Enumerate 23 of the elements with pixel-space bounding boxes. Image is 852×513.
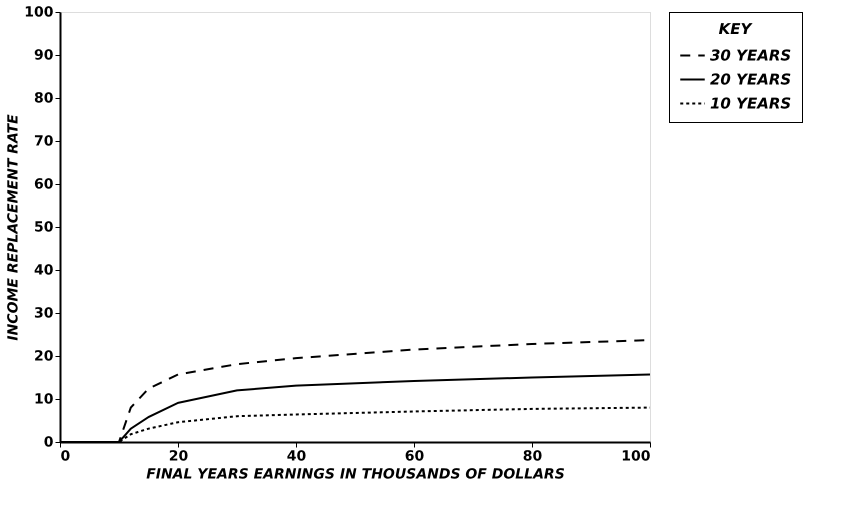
legend-label: 10 YEARS — [710, 94, 792, 112]
x-tick-label: 60 — [404, 448, 424, 464]
y-tick-label: 10 — [34, 392, 54, 408]
y-tick-label: 100 — [24, 4, 54, 20]
legend-label: 20 YEARS — [710, 70, 792, 88]
y-tick-label: 60 — [34, 176, 54, 192]
x-tick-label: 80 — [522, 448, 542, 464]
x-tick-label: 20 — [168, 448, 188, 464]
y-tick-label: 50 — [34, 220, 54, 236]
y-tick-label: 0 — [44, 434, 54, 450]
y-tick-label: 20 — [34, 348, 54, 364]
x-axis-title: FINAL YEARS EARNINGS IN THOUSANDS OF DOLLARS — [146, 466, 565, 482]
y-tick-label: 90 — [34, 48, 54, 64]
y-tick-label: 30 — [34, 306, 54, 322]
y-tick-label: 80 — [34, 90, 54, 106]
legend-title: KEY — [718, 20, 754, 38]
x-tick-label: 40 — [286, 448, 306, 464]
y-tick-label: 40 — [34, 262, 54, 278]
x-tick-label: 100 — [621, 448, 651, 464]
y-axis-title: INCOME REPLACEMENT RATE — [5, 114, 22, 341]
legend-label: 30 YEARS — [710, 46, 792, 64]
y-tick-label: 70 — [34, 134, 54, 150]
x-tick-label: 0 — [60, 448, 70, 464]
